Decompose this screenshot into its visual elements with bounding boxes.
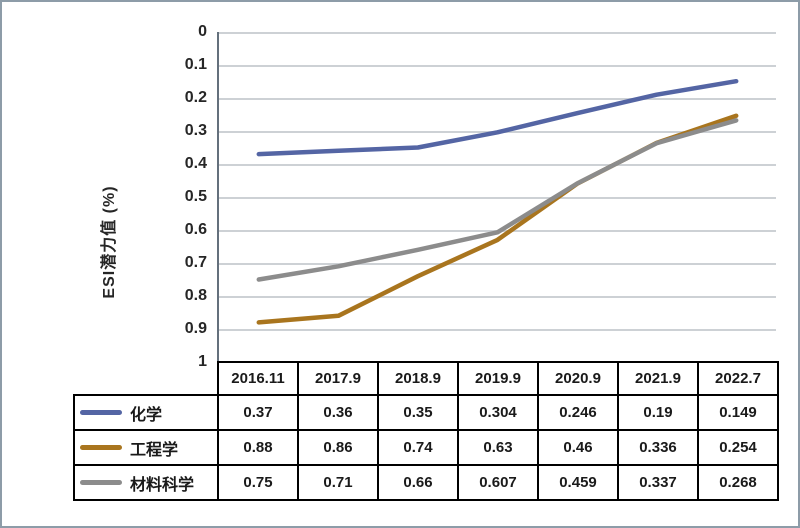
table-row: 化学 0.37 0.36 0.35 0.304 0.246 0.19 0.149 <box>73 394 779 431</box>
gridline <box>219 32 776 34</box>
table-value-cell: 0.74 <box>377 429 459 466</box>
gridline <box>219 296 776 298</box>
series-line-swatch-2 <box>80 480 122 485</box>
y-tick-label: 0 <box>198 23 207 40</box>
table-value-cell: 0.35 <box>377 394 459 431</box>
table-header-cell: 2018.9 <box>377 361 459 396</box>
table-body: 化学 0.37 0.36 0.35 0.304 0.246 0.19 0.149 工程学 0.88… <box>73 394 779 501</box>
table-value-cell: 0.66 <box>377 464 459 501</box>
chart-plot-area <box>217 32 776 362</box>
table-value-cell: 0.63 <box>457 429 539 466</box>
table-value-cell: 0.37 <box>217 394 299 431</box>
y-tick-label: 0.2 <box>184 89 207 106</box>
table-header-cell: 2019.9 <box>457 361 539 396</box>
series-line-0 <box>256 78 739 157</box>
gridline <box>219 164 776 166</box>
table-value-cell: 0.268 <box>697 464 779 501</box>
y-tick-label: 0.1 <box>184 56 207 73</box>
table-header-cell: 2017.9 <box>297 361 379 396</box>
gridline <box>219 65 776 67</box>
gridline <box>219 263 776 265</box>
table-value-cell: 0.86 <box>297 429 379 466</box>
y-tick-label: 0.5 <box>184 188 207 205</box>
table-row: 2016.11 2017.9 2018.9 2019.9 2020.9 2021.9 202… <box>74 361 779 396</box>
series-label: 工程学 <box>130 441 179 459</box>
table-value-cell: 0.336 <box>617 429 699 466</box>
table-value-cell: 0.149 <box>697 394 779 431</box>
series-line-1 <box>256 113 739 325</box>
series-line-2 <box>256 118 739 282</box>
table-header-cell: 2016.11 <box>217 361 299 396</box>
y-tick-label: 0.8 <box>184 287 207 304</box>
table-value-cell: 0.304 <box>457 394 539 431</box>
y-tick-label: 0.3 <box>184 122 207 139</box>
y-tick-label: 1 <box>198 353 207 370</box>
table-row: 材料科学 0.75 0.71 0.66 0.607 0.459 0.337 0.268 <box>73 464 779 501</box>
y-tick-label: 0.7 <box>184 254 207 271</box>
legend-cell: 化学 <box>73 394 219 431</box>
table-header-cell: 2022.7 <box>697 361 779 396</box>
table-value-cell: 0.459 <box>537 464 619 501</box>
table-header-row: 2016.11 2017.9 2018.9 2019.9 2020.9 2021.9 202… <box>74 361 779 396</box>
gridline <box>219 98 776 100</box>
series-line-swatch-0 <box>80 410 122 415</box>
chart-data-table: 2016.11 2017.9 2018.9 2019.9 2020.9 2021.9 202… <box>73 361 779 501</box>
table-blank-cell <box>74 362 218 395</box>
table-header-cell: 2021.9 <box>617 361 699 396</box>
table-value-cell: 0.75 <box>217 464 299 501</box>
chart-plot-svg <box>256 78 739 325</box>
table-value-cell: 0.36 <box>297 394 379 431</box>
legend-cell: 工程学 <box>73 429 219 466</box>
series-label: 材料科学 <box>130 476 195 494</box>
series-label: 化学 <box>130 406 163 424</box>
y-tick-label: 0.6 <box>184 221 207 238</box>
table-value-cell: 0.46 <box>537 429 619 466</box>
table-value-cell: 0.607 <box>457 464 539 501</box>
table-value-cell: 0.19 <box>617 394 699 431</box>
gridline <box>219 329 776 331</box>
table-header-cell: 2020.9 <box>537 361 619 396</box>
series-line-swatch-1 <box>80 445 122 450</box>
table-value-cell: 0.246 <box>537 394 619 431</box>
y-tick-label: 0.4 <box>184 155 207 172</box>
table-value-cell: 0.88 <box>217 429 299 466</box>
gridline <box>219 197 776 199</box>
y-tick-label: 0.9 <box>184 320 207 337</box>
legend-cell: 材料科学 <box>73 464 219 501</box>
table-value-cell: 0.337 <box>617 464 699 501</box>
table-value-cell: 0.71 <box>297 464 379 501</box>
y-axis-title: ESI潜力值 (%) <box>101 185 118 299</box>
table-value-cell: 0.254 <box>697 429 779 466</box>
table-row: 工程学 0.88 0.86 0.74 0.63 0.46 0.336 0.254 <box>73 429 779 466</box>
